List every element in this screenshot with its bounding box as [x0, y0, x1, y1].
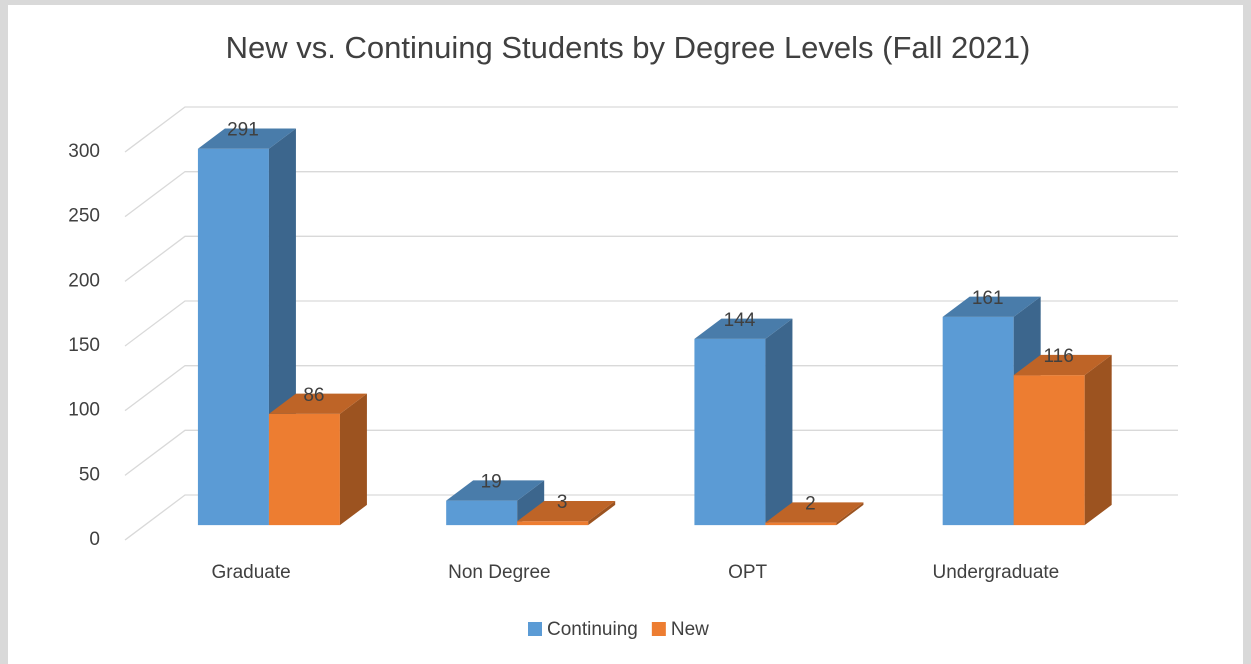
- data-label: 3: [557, 492, 568, 513]
- y-tick-label: 200: [68, 270, 100, 291]
- bar-front: [765, 522, 837, 526]
- bar-side: [765, 318, 793, 526]
- bar-side: [588, 501, 616, 526]
- data-label: 116: [1044, 346, 1074, 367]
- x-tick-label: Undergraduate: [932, 562, 1059, 583]
- bar-top: [942, 296, 1041, 317]
- bar-side: [517, 480, 545, 526]
- bar-top: [197, 128, 296, 149]
- bar-side: [339, 393, 367, 526]
- bar-front: [694, 338, 766, 526]
- bar-top: [694, 318, 793, 339]
- data-label: 19: [481, 471, 502, 492]
- grid-line: [124, 365, 1178, 412]
- bar: [446, 480, 545, 526]
- bar-front: [268, 413, 340, 526]
- grid-line: [124, 300, 1178, 347]
- bar-front: [942, 316, 1014, 526]
- bar-top: [446, 480, 545, 501]
- data-label: 161: [972, 288, 1004, 309]
- grid-line: [124, 171, 1178, 218]
- legend-swatch: [528, 622, 542, 636]
- y-tick-label: 0: [89, 529, 100, 550]
- legend-label: Continuing: [547, 619, 638, 640]
- chart-title: New vs. Continuing Students by Degree Le…: [226, 30, 1031, 65]
- legend-label: New: [671, 619, 709, 640]
- bar: [268, 393, 367, 526]
- bar: [517, 501, 616, 526]
- grid-line: [124, 429, 1178, 476]
- bar-top: [1013, 354, 1112, 376]
- y-tick-label: 100: [68, 400, 100, 421]
- bar-side: [1084, 354, 1112, 526]
- data-label: 86: [303, 385, 324, 406]
- grid-line: [124, 106, 1178, 153]
- x-tick-label: Graduate: [212, 562, 291, 583]
- legend-swatch: [651, 622, 666, 636]
- y-tick-label: 300: [68, 141, 100, 162]
- bar-front: [197, 148, 269, 526]
- bar: [765, 502, 864, 526]
- data-label: 2: [805, 493, 816, 514]
- bar-top: [268, 393, 367, 414]
- bar-front: [1013, 375, 1085, 526]
- bar-front: [517, 521, 589, 526]
- bar: [1013, 354, 1112, 526]
- bar-side: [836, 502, 864, 526]
- grid-line: [124, 494, 1178, 541]
- bar-top: [765, 502, 864, 523]
- data-label: 291: [227, 120, 259, 141]
- x-tick-label: OPT: [728, 562, 767, 583]
- bar-front: [446, 500, 518, 526]
- x-tick-label: Non Degree: [448, 562, 550, 583]
- y-tick-label: 50: [79, 464, 100, 485]
- data-label: 144: [724, 310, 756, 331]
- bar: [694, 318, 793, 526]
- grid-line: [124, 235, 1178, 282]
- y-tick-label: 250: [68, 206, 100, 227]
- y-tick-label: 150: [68, 335, 100, 356]
- bar-top: [517, 501, 616, 522]
